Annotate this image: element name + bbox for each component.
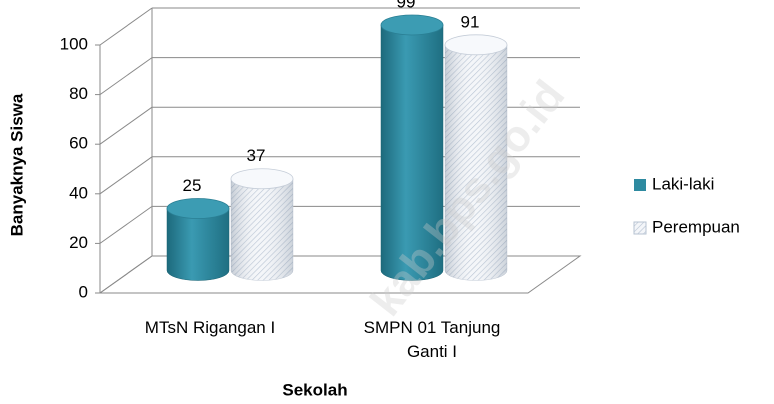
x-tick-label: SMPN 01 Tanjung Ganti I: [363, 318, 501, 361]
cylinder: [166, 198, 230, 281]
cylinder-body: [380, 24, 444, 281]
cylinder-body: [166, 208, 230, 281]
y-tick-label: 0: [79, 282, 88, 301]
cylinder-shade: [231, 178, 293, 281]
grid-line: [99, 156, 153, 195]
grid-line: [99, 57, 153, 96]
data-label: 99: [397, 0, 416, 11]
grid-line: [99, 106, 153, 145]
legend-swatch: [634, 179, 646, 191]
grid-line: [99, 255, 153, 294]
cylinder: [380, 14, 444, 281]
y-axis-title: Banyaknya Siswa: [7, 93, 26, 236]
y-tick-label: 40: [69, 183, 88, 202]
grid-line: [99, 7, 153, 46]
cylinder: [444, 34, 508, 281]
cylinder-shade: [445, 44, 507, 281]
x-axis-title: Sekolah: [282, 380, 347, 399]
data-label: 91: [461, 12, 480, 31]
cylinder-top: [380, 14, 444, 36]
legend-label: Laki-laki: [652, 174, 714, 193]
x-tick-label: MTsN Rigangan I: [144, 318, 276, 337]
grid-line: [99, 205, 153, 244]
cylinder-top: [166, 198, 230, 219]
y-tick-label: 20: [69, 233, 88, 252]
data-label: 25: [183, 176, 202, 195]
y-tick-label: 80: [69, 84, 88, 103]
y-tick-label: 60: [69, 134, 88, 153]
data-label: 37: [247, 146, 266, 165]
y-tick-label: 100: [60, 34, 88, 53]
cylinder-top: [444, 34, 508, 56]
legend-swatch: [633, 221, 647, 235]
legend-label: Perempuan: [652, 217, 740, 236]
cylinder: [230, 168, 294, 281]
cylinder-top: [230, 168, 294, 190]
